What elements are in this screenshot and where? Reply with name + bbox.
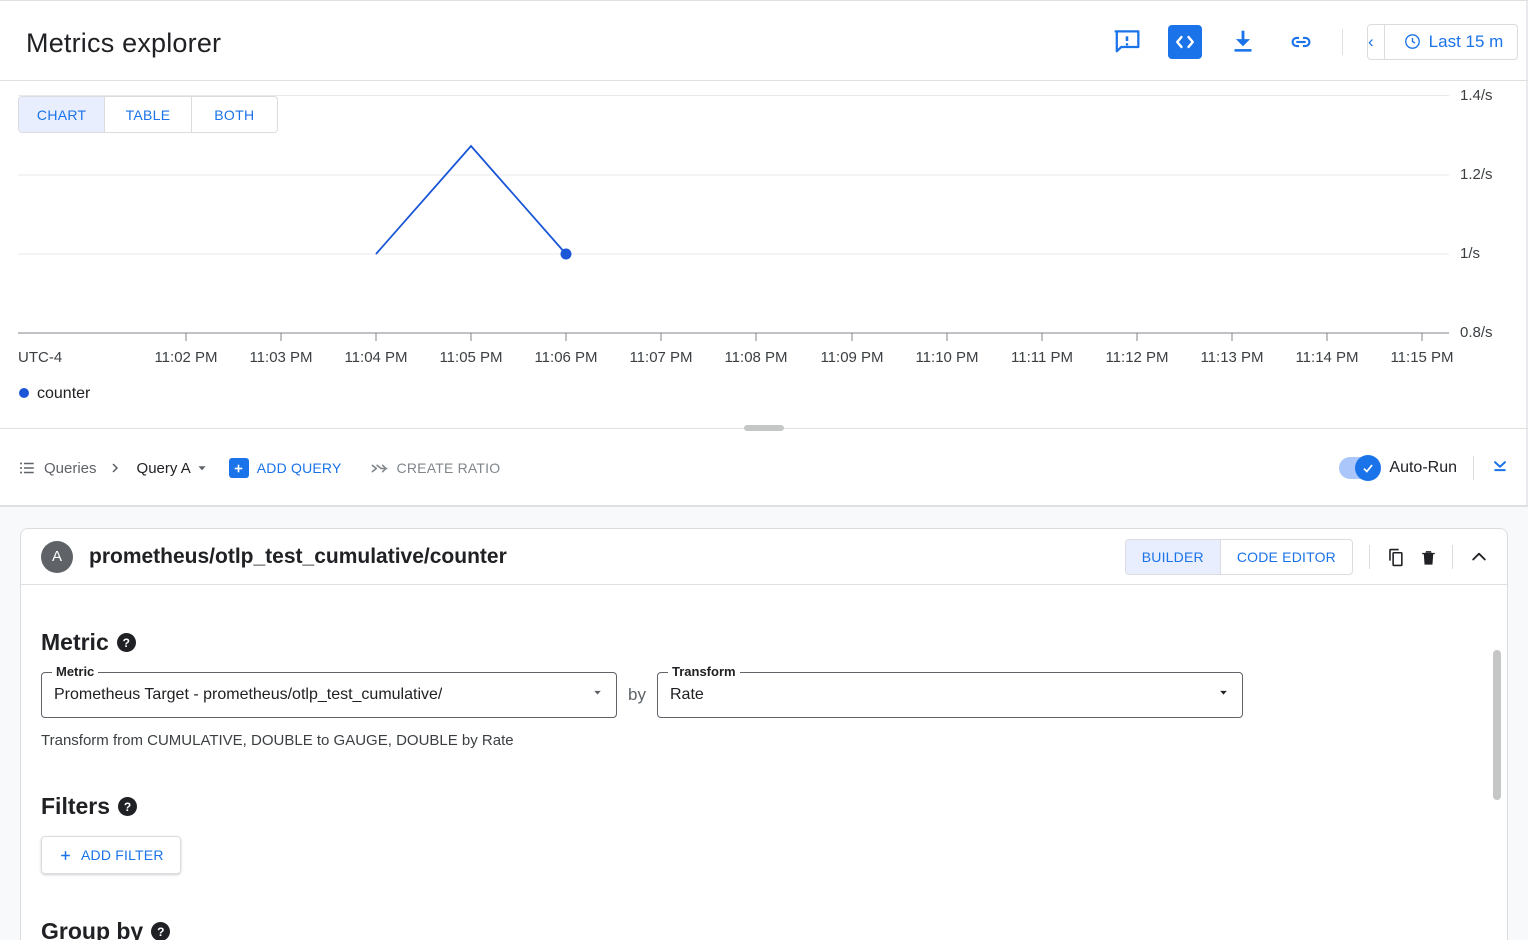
svg-text:11:08 PM: 11:08 PM <box>724 349 787 366</box>
svg-text:11:15 PM: 11:15 PM <box>1390 349 1453 366</box>
svg-text:11:07 PM: 11:07 PM <box>629 349 692 366</box>
svg-text:11:10 PM: 11:10 PM <box>915 349 978 366</box>
svg-text:UTC-4: UTC-4 <box>18 349 62 366</box>
svg-text:11:06 PM: 11:06 PM <box>534 349 597 366</box>
svg-text:11:11 PM: 11:11 PM <box>1011 349 1073 366</box>
svg-text:11:05 PM: 11:05 PM <box>439 349 502 366</box>
svg-text:11:03 PM: 11:03 PM <box>249 349 312 366</box>
svg-text:11:09 PM: 11:09 PM <box>820 349 883 366</box>
svg-text:counter: counter <box>37 385 91 402</box>
svg-text:11:13 PM: 11:13 PM <box>1200 349 1263 366</box>
svg-text:11:04 PM: 11:04 PM <box>344 349 407 366</box>
svg-text:1/s: 1/s <box>1460 245 1480 262</box>
svg-text:1.2/s: 1.2/s <box>1460 166 1493 183</box>
svg-text:0.8/s: 0.8/s <box>1460 324 1493 341</box>
svg-text:11:14 PM: 11:14 PM <box>1295 349 1358 366</box>
svg-text:11:02 PM: 11:02 PM <box>154 349 217 366</box>
svg-text:1.4/s: 1.4/s <box>1460 87 1493 104</box>
svg-text:11:12 PM: 11:12 PM <box>1105 349 1168 366</box>
